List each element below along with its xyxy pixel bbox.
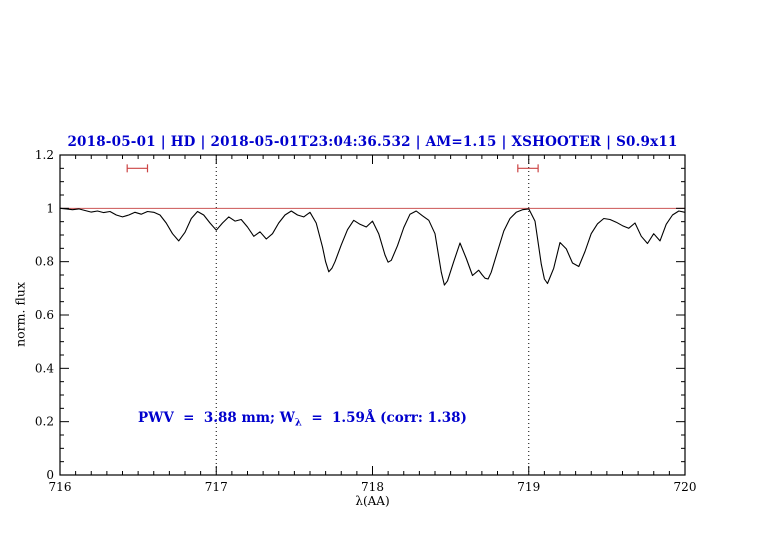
y-tick-label: 1.2 (35, 148, 54, 162)
pwv-annotation-suffix: = 1.59Å (corr: 1.38) (301, 410, 467, 426)
x-tick-label: 720 (674, 480, 697, 494)
x-axis-label: λ(AA) (355, 494, 390, 508)
y-tick-label: 0.6 (35, 308, 54, 322)
plot-frame (59, 154, 686, 476)
x-tick-label: 719 (517, 480, 540, 494)
y-tick-label: 0.2 (35, 415, 54, 429)
y-tick-label: 0.4 (35, 361, 54, 375)
pwv-annotation: PWV = 3.88 mm; Wλ = 1.59Å (corr: 1.38) (138, 410, 467, 429)
x-tick-label: 716 (49, 480, 72, 494)
x-tick-label: 718 (361, 480, 384, 494)
spectrum-line (59, 207, 686, 286)
pwv-annotation-prefix: PWV = 3.88 mm; W (138, 410, 295, 426)
y-tick-label: 0 (46, 468, 54, 482)
x-tick-label: 717 (205, 480, 228, 494)
y-tick-label: 0.8 (35, 255, 54, 269)
pwv-annotation-lambda-sub: λ (294, 417, 302, 429)
plot-title: 2018-05-01 | HD | 2018-05-01T23:04:36.53… (67, 134, 678, 150)
y-tick-label: 1 (46, 201, 54, 215)
